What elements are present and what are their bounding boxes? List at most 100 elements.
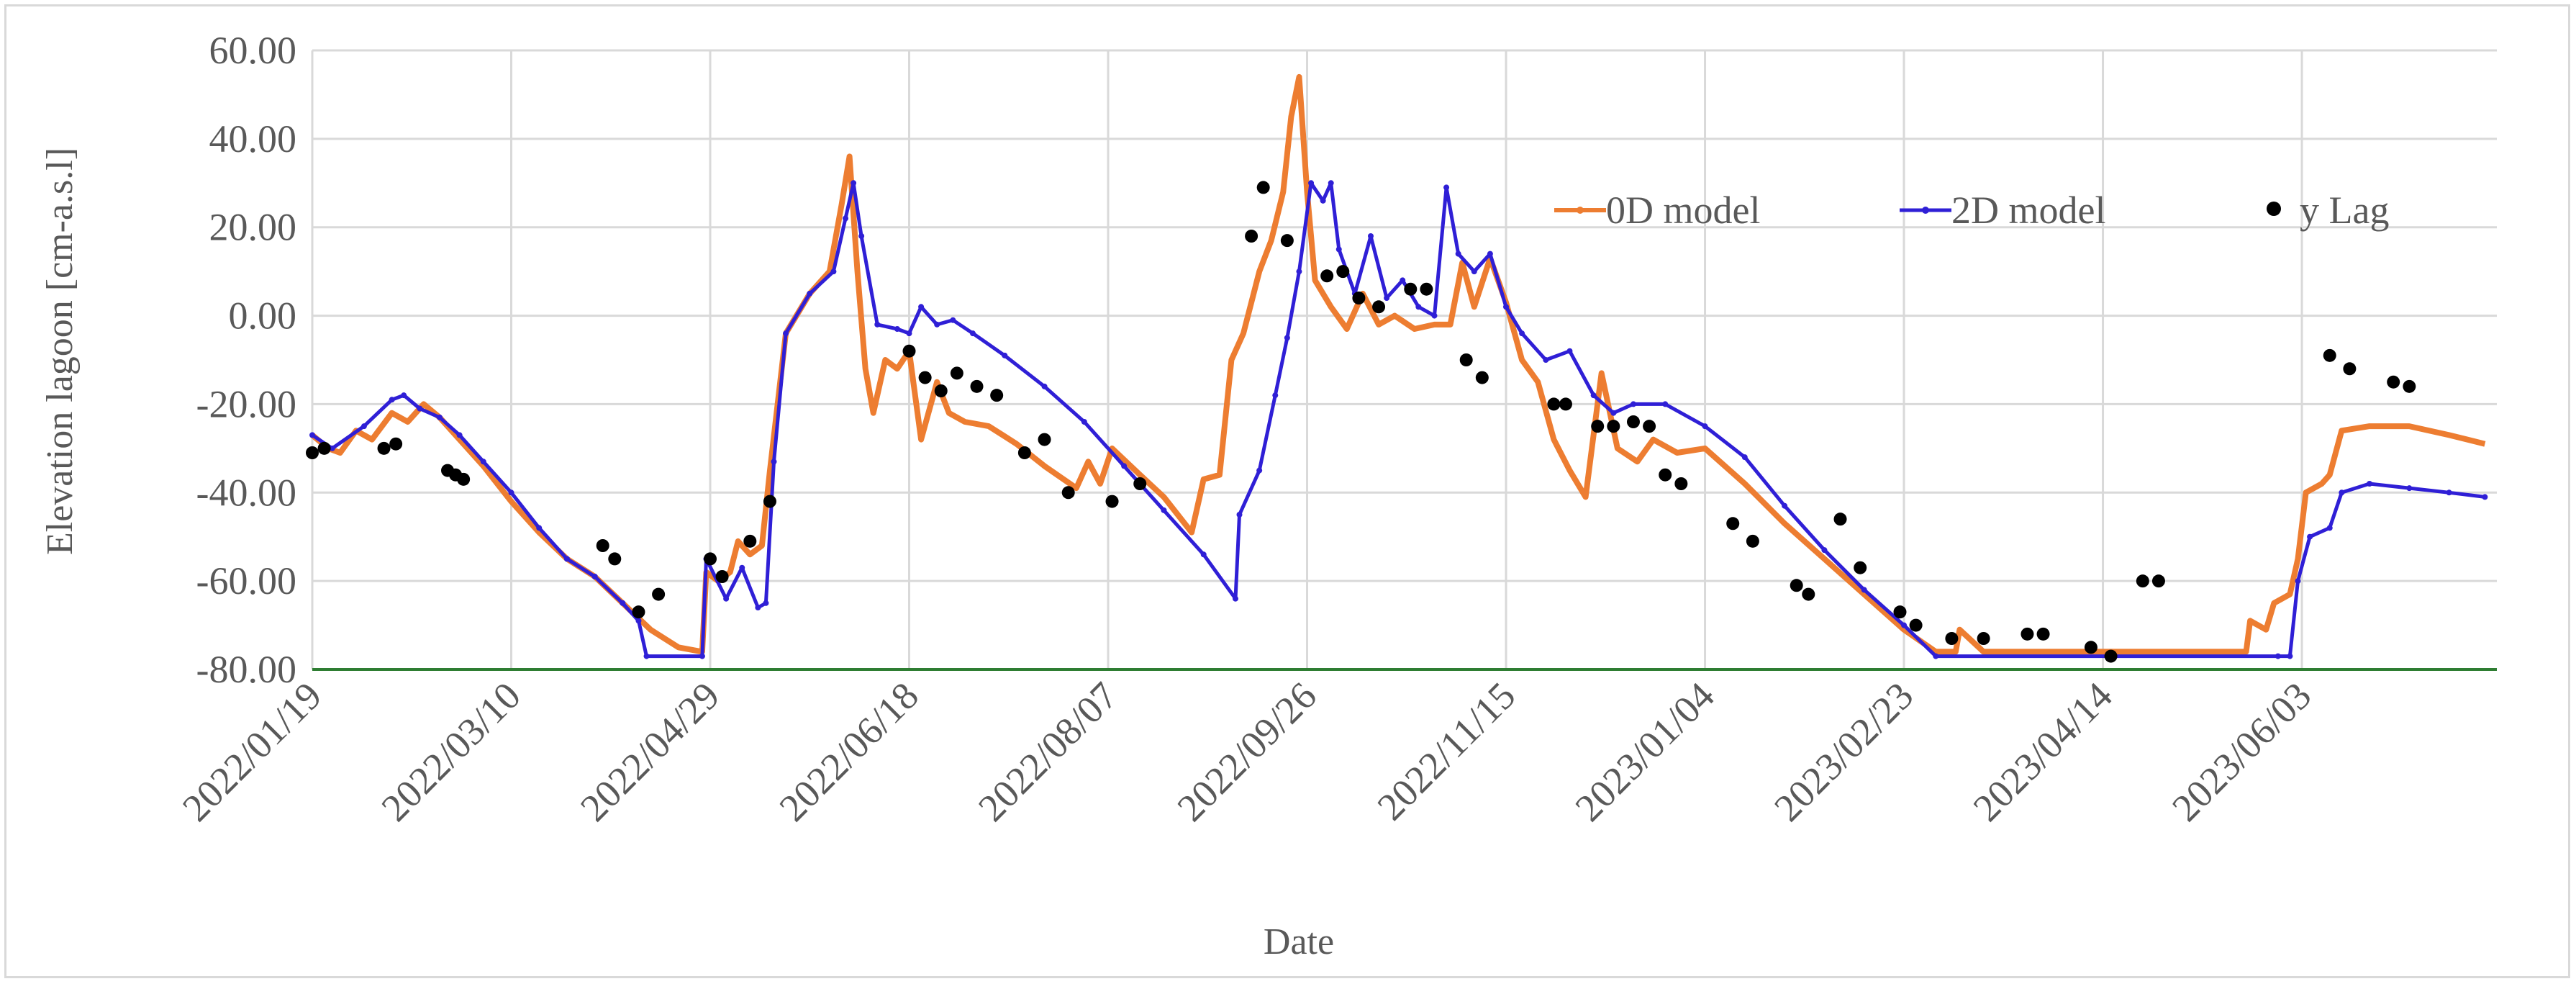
series-point-2d-model <box>563 556 570 562</box>
series-point-y-lag <box>1404 282 1418 296</box>
legend-marker-2d-model <box>1922 207 1929 214</box>
series-point-2d-model <box>1200 551 1207 558</box>
series-point-2d-model <box>417 405 423 412</box>
x-tick-label: 2022/01/19 <box>174 674 330 829</box>
y-tick-label: -20.00 <box>196 382 296 425</box>
series-point-y-lag <box>2403 379 2416 393</box>
series-point-2d-model <box>1367 233 1374 239</box>
series-point-2d-model <box>1320 197 1326 204</box>
series-point-2d-model <box>1821 547 1828 554</box>
series-point-2d-model <box>1232 595 1238 602</box>
series-point-2d-model <box>2295 578 2301 584</box>
series-point-2d-model <box>1161 507 1167 513</box>
series-point-y-lag <box>918 371 932 384</box>
series-point-2d-model <box>1503 304 1510 310</box>
series-point-2d-model <box>1741 454 1748 461</box>
series-point-y-lag <box>2036 627 2050 641</box>
series-point-2d-model <box>874 321 881 328</box>
series-point-y-lag <box>763 495 776 508</box>
series-point-2d-model <box>643 653 650 659</box>
series-point-y-lag <box>1459 353 1473 366</box>
series-point-2d-model <box>2406 485 2413 492</box>
series-point-y-lag <box>1726 517 1740 531</box>
series-point-2d-model <box>723 595 730 602</box>
legend-label-2d-model: 2D model <box>1951 189 2105 232</box>
series-layer <box>306 73 2488 663</box>
series-point-y-lag <box>990 389 1004 402</box>
series-point-2d-model <box>1415 304 1422 310</box>
series-point-2d-model <box>771 459 777 465</box>
series-point-y-lag <box>2136 574 2149 588</box>
legend-label-0d-model: 0D model <box>1606 189 1760 232</box>
series-point-y-lag <box>1854 561 1867 574</box>
series-point-2d-model <box>1543 357 1549 363</box>
series-point-y-lag <box>1256 181 1270 194</box>
legend-item-y-lag: y Lag <box>2267 189 2389 232</box>
series-point-2d-model <box>851 180 857 186</box>
legend-item-0d-model: 0D model <box>1554 189 1760 232</box>
series-point-2d-model <box>1901 622 1908 628</box>
series-point-2d-model <box>2339 489 2345 496</box>
series-point-2d-model <box>436 414 443 420</box>
series-point-2d-model <box>329 445 335 451</box>
series-point-y-lag <box>1626 415 1640 428</box>
series-point-2d-model <box>1400 277 1406 284</box>
series-point-2d-model <box>1308 180 1315 186</box>
series-point-y-lag <box>1336 265 1350 279</box>
y-tick-label: -80.00 <box>196 648 296 691</box>
series-point-2d-model <box>807 290 813 297</box>
series-point-2d-model <box>1296 268 1302 275</box>
series-point-2d-model <box>894 326 900 332</box>
series-point-2d-model <box>918 304 925 310</box>
series-point-2d-model <box>1455 250 1461 257</box>
series-point-y-lag <box>1352 292 1366 304</box>
series-point-y-lag <box>1790 579 1803 592</box>
series-point-2d-model <box>934 321 940 328</box>
series-point-2d-model <box>1861 587 1867 593</box>
series-point-y-lag <box>743 534 757 548</box>
series-point-y-lag <box>2104 649 2118 663</box>
series-point-2d-model <box>2287 653 2293 659</box>
series-point-y-lag <box>1945 632 1959 645</box>
series-point-2d-model <box>456 432 463 438</box>
series-point-2d-model <box>906 330 912 337</box>
legend-item-2d-model: 2D model <box>1900 189 2105 232</box>
series-point-y-lag <box>377 441 391 455</box>
series-point-y-lag <box>2343 362 2357 376</box>
x-tick-label: 2022/03/10 <box>373 674 529 829</box>
x-axis-title: Date <box>1264 921 1334 962</box>
series-point-y-lag <box>1607 420 1620 433</box>
series-point-2d-model <box>1284 335 1290 341</box>
series-point-2d-model <box>2367 481 2373 487</box>
series-point-2d-model <box>2482 494 2488 500</box>
series-point-y-lag <box>1280 234 1294 248</box>
series-point-2d-model <box>1662 401 1669 407</box>
legend-marker-0d-model <box>1577 207 1584 214</box>
series-point-2d-model <box>2446 489 2452 496</box>
series-point-y-lag <box>704 552 717 566</box>
series-point-2d-model <box>783 330 789 337</box>
series-point-y-lag <box>457 472 471 486</box>
series-point-y-lag <box>1659 468 1672 482</box>
series-point-2d-model <box>969 330 976 337</box>
series-point-y-lag <box>1017 446 1031 459</box>
y-tick-label: -40.00 <box>196 471 296 514</box>
x-tick-label: 2022/04/29 <box>572 674 727 829</box>
series-point-y-lag <box>715 570 729 583</box>
series-point-y-lag <box>1674 477 1688 490</box>
series-point-y-lag <box>1833 513 1847 526</box>
y-tick-label: 20.00 <box>209 206 297 249</box>
series-point-y-lag <box>1802 587 1815 601</box>
series-point-y-lag <box>1320 269 1334 283</box>
series-point-y-lag <box>317 441 331 455</box>
series-point-2d-model <box>1630 401 1636 407</box>
series-point-2d-model <box>389 397 395 403</box>
series-line-0d-model <box>310 73 2486 655</box>
series-point-2d-model <box>1487 250 1493 257</box>
series-point-2d-model <box>1335 246 1342 253</box>
series-point-y-lag <box>1105 495 1119 508</box>
legend-marker-y-lag <box>2267 202 2281 216</box>
series-point-y-lag <box>970 379 984 393</box>
series-point-2d-model <box>591 574 598 579</box>
